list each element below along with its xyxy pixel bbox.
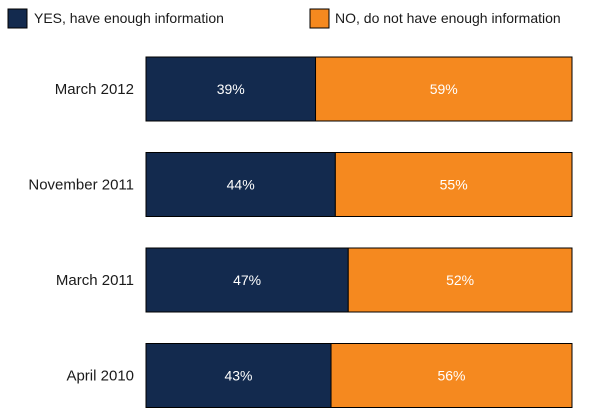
- bar-value-label: 56%: [437, 368, 465, 384]
- legend-label-yes: YES, have enough information: [34, 10, 224, 26]
- bar-value-label: 39%: [217, 81, 245, 97]
- category-label: March 2011: [56, 272, 134, 289]
- bar-segment-yes: [145, 247, 349, 313]
- bar-value-label: 52%: [446, 272, 474, 288]
- bar-segment-yes: [145, 152, 336, 217]
- bar-segment-no: [334, 152, 573, 217]
- bars-group: March 2012 39% 59% November 2011 44% 55% March…: [28, 56, 573, 408]
- bar-segment-no: [347, 247, 573, 313]
- legend-label-no: NO, do not have enough information: [335, 10, 561, 26]
- category-label: April 2010: [66, 368, 134, 385]
- bar-value-label: 47%: [233, 272, 261, 288]
- bar-value-label: 44%: [227, 177, 255, 193]
- category-label: March 2012: [55, 81, 134, 98]
- bar-value-label: 55%: [440, 177, 468, 193]
- legend: YES, have enough information NO, do not …: [7, 8, 561, 29]
- legend-swatch-yes: [7, 8, 28, 29]
- category-label: November 2011: [28, 177, 134, 194]
- bar-value-label: 59%: [430, 81, 458, 97]
- bar-segment-no: [315, 56, 573, 122]
- bar-segment-yes: [145, 343, 332, 408]
- bar-value-label: 43%: [224, 368, 252, 384]
- legend-swatch-no: [309, 8, 330, 29]
- bar-segment-no: [330, 343, 573, 408]
- bar-segment-yes: [145, 56, 317, 122]
